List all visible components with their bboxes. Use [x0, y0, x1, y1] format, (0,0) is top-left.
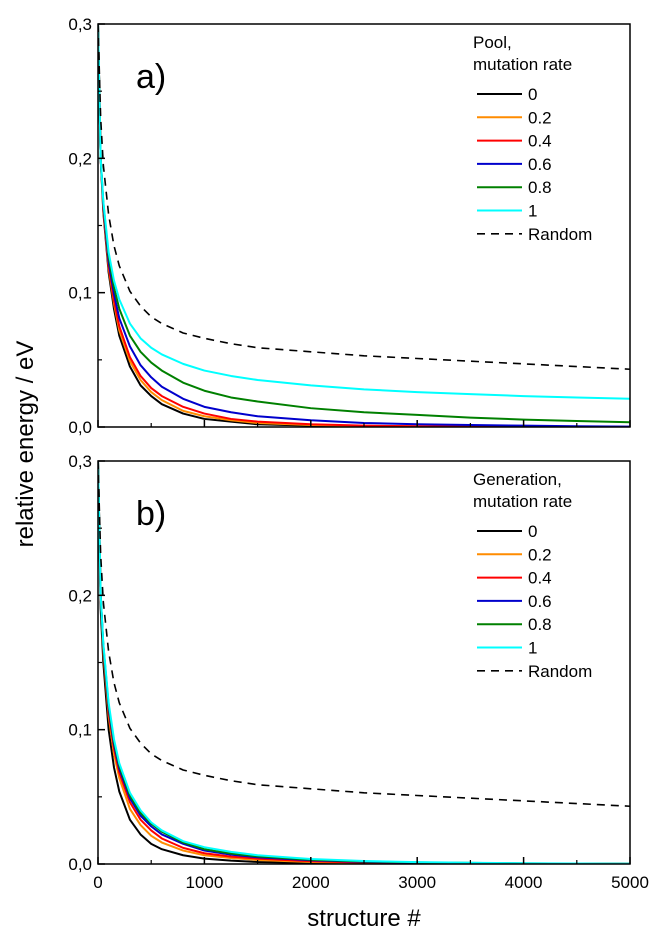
x-tick-label: 0: [93, 873, 102, 892]
legend-entry-label: Random: [528, 662, 592, 681]
legend-entry-label: 0: [528, 522, 537, 541]
panel-label: b): [136, 495, 166, 533]
y-tick-label: 0,0: [68, 418, 92, 437]
legend-entry-label: 0.6: [528, 155, 552, 174]
panel-a: 0,0 0,1 0,2 0,3 a) Pool, mutation rate 0 0.2 0.4 0…: [68, 15, 631, 437]
y-tick-label: 0,0: [68, 855, 92, 874]
series-line-random: [98, 461, 630, 808]
y-tick-label: 0,2: [68, 149, 92, 168]
legend-entry-label: 0.4: [528, 132, 552, 151]
panel-b: 0,0 0,1 0,2 0,3 0 1000 2000 3000 4000 5000 b) Gener…: [68, 452, 649, 892]
legend-entry-label: 0.6: [528, 592, 552, 611]
legend-entry-label: Random: [528, 225, 592, 244]
legend-entry-label: 0: [528, 85, 537, 104]
y-tick-label: 0,1: [68, 721, 92, 740]
legend-entry-label: 0.2: [528, 545, 552, 564]
x-tick-label: 4000: [505, 873, 543, 892]
legend-entry-label: 0.8: [528, 178, 552, 197]
legend-title: Pool,: [473, 33, 512, 52]
y-tick-label: 0,1: [68, 284, 92, 303]
legend-entry-label: 1: [528, 202, 537, 221]
legend-entry-label: 0.4: [528, 569, 552, 588]
legend-entry-label: 1: [528, 639, 537, 658]
legend-entry-label: 0.8: [528, 615, 552, 634]
legend-entry-label: 0.2: [528, 108, 552, 127]
x-axis-title: structure #: [307, 905, 421, 932]
legend-title: mutation rate: [473, 492, 572, 511]
y-tick-label: 0,3: [68, 452, 92, 471]
series-line-random: [98, 24, 630, 371]
y-tick-label: 0,2: [68, 586, 92, 605]
legend-title: Generation,: [473, 470, 562, 489]
series-line-1: [98, 24, 630, 400]
y-axis-title: relative energy / eV: [12, 341, 39, 548]
x-tick-label: 3000: [398, 873, 436, 892]
y-tick-label: 0,3: [68, 15, 92, 34]
x-tick-label: 1000: [185, 873, 223, 892]
legend-title: mutation rate: [473, 55, 572, 74]
panel-label: a): [136, 58, 166, 96]
x-tick-label: 2000: [292, 873, 330, 892]
series-line-1: [98, 461, 630, 864]
x-tick-label: 5000: [611, 873, 649, 892]
